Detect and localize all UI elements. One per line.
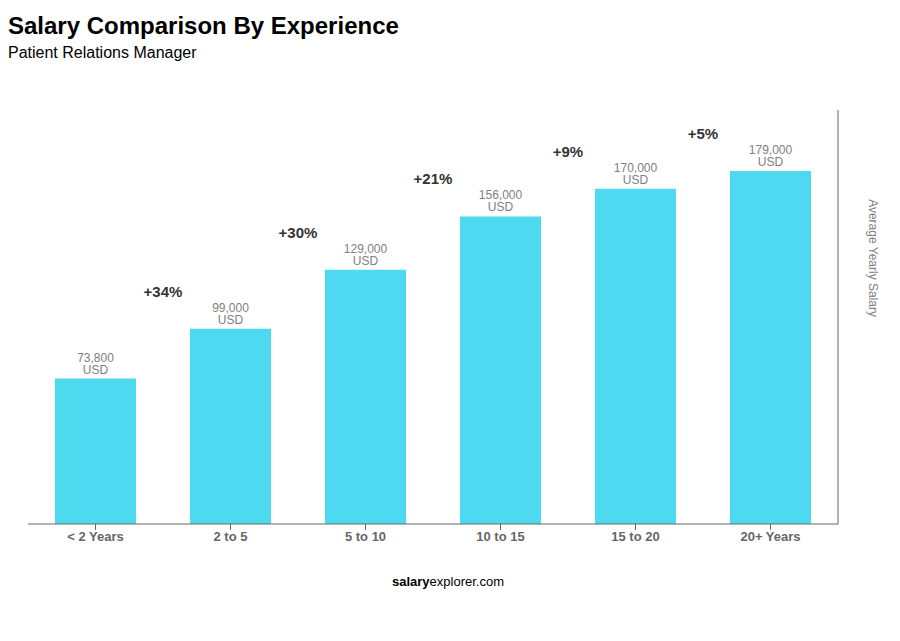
svg-text:73,800USD: 73,800USD [77,351,114,377]
svg-text:+34%: +34% [144,283,183,300]
svg-text:2 to 5: 2 to 5 [214,529,248,544]
svg-text:156,000USD: 156,000USD [479,188,523,214]
svg-text:10 to 15: 10 to 15 [476,529,524,544]
svg-text:99,000USD: 99,000USD [212,301,249,327]
svg-text:+9%: +9% [553,143,583,160]
svg-text:+21%: +21% [414,170,453,187]
svg-text:Average Yearly Salary: Average Yearly Salary [866,199,880,317]
svg-text:170,000USD: 170,000USD [614,161,658,187]
html-text:Salary Comparison By Experienc: Salary Comparison By Experience [8,12,399,39]
html-text:Patient Relations Manager: Patient Relations Manager [8,44,197,61]
html-text:salary explorer.com: salary explorer.com [392,574,504,589]
svg-text:129,000USD: 129,000USD [344,242,388,268]
svg-text:179,000USD: 179,000USD [749,143,793,169]
svg-text:20+ Years: 20+ Years [740,529,800,544]
svg-text:+5%: +5% [688,125,718,142]
svg-text:+30%: +30% [279,224,318,241]
svg-text:15 to 20: 15 to 20 [611,529,659,544]
svg-text:< 2 Years: < 2 Years [67,529,124,544]
svg-text:5 to 10: 5 to 10 [345,529,386,544]
